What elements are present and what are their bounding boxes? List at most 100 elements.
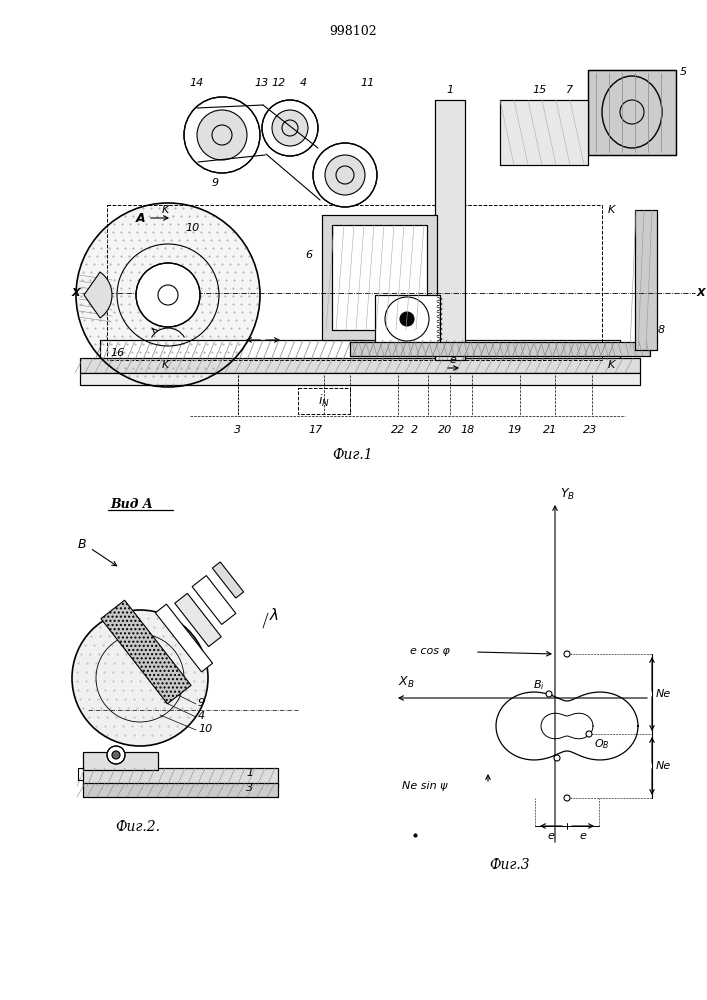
Circle shape xyxy=(272,110,308,146)
Text: $B_i$: $B_i$ xyxy=(533,678,545,692)
Text: 14: 14 xyxy=(190,78,204,88)
Text: 18: 18 xyxy=(461,425,475,435)
Polygon shape xyxy=(192,576,236,624)
Text: e: e xyxy=(580,831,586,841)
Text: e: e xyxy=(450,355,457,365)
Text: 9: 9 xyxy=(211,178,218,188)
Circle shape xyxy=(564,795,570,801)
Circle shape xyxy=(586,731,592,737)
Text: 3: 3 xyxy=(235,425,242,435)
Text: 16: 16 xyxy=(111,348,125,358)
Circle shape xyxy=(107,746,125,764)
Bar xyxy=(83,752,158,770)
Text: A: A xyxy=(135,212,145,225)
Bar xyxy=(83,752,158,770)
Circle shape xyxy=(400,312,414,326)
Bar xyxy=(80,373,640,385)
Bar xyxy=(350,342,650,356)
Polygon shape xyxy=(101,600,191,704)
Text: 21: 21 xyxy=(543,425,557,435)
Bar xyxy=(375,295,440,343)
Bar xyxy=(500,100,588,165)
Text: e cos φ: e cos φ xyxy=(410,646,450,656)
Bar xyxy=(80,358,640,373)
Text: Ne: Ne xyxy=(656,689,671,699)
Text: 10: 10 xyxy=(198,724,212,734)
Bar xyxy=(80,358,640,373)
Text: X: X xyxy=(697,288,706,298)
Bar xyxy=(100,340,620,360)
Text: 23: 23 xyxy=(583,425,597,435)
Text: $O_B$: $O_B$ xyxy=(594,737,609,751)
Text: 8: 8 xyxy=(658,325,665,335)
Text: 13: 13 xyxy=(255,78,269,88)
Text: $i_N$: $i_N$ xyxy=(318,393,330,409)
Bar xyxy=(500,100,588,165)
Text: $Y_B$: $Y_B$ xyxy=(560,487,575,502)
Text: X: X xyxy=(71,288,80,298)
Text: 9: 9 xyxy=(198,698,205,708)
Bar xyxy=(83,783,278,797)
Text: Фиг.3: Фиг.3 xyxy=(490,858,530,872)
Text: 1: 1 xyxy=(246,768,253,778)
Polygon shape xyxy=(212,562,244,598)
Text: B: B xyxy=(77,538,86,552)
Text: K: K xyxy=(161,360,169,370)
Text: e: e xyxy=(547,831,554,841)
Bar xyxy=(375,295,440,343)
Bar xyxy=(332,225,427,330)
Text: 15: 15 xyxy=(533,85,547,95)
Text: 7: 7 xyxy=(566,85,573,95)
Bar xyxy=(322,215,437,340)
Text: 4: 4 xyxy=(300,78,307,88)
Text: 12: 12 xyxy=(272,78,286,88)
Text: K: K xyxy=(608,360,615,370)
Text: 4: 4 xyxy=(198,711,205,721)
Bar xyxy=(100,340,620,360)
Circle shape xyxy=(197,110,247,160)
Bar xyxy=(588,70,676,155)
Text: Фиг.2.: Фиг.2. xyxy=(115,820,160,834)
Text: K: K xyxy=(161,205,169,215)
Text: $X_B$: $X_B$ xyxy=(398,675,414,690)
Text: Вид A: Вид A xyxy=(110,498,153,511)
Wedge shape xyxy=(84,272,112,318)
Text: 22: 22 xyxy=(391,425,405,435)
Circle shape xyxy=(564,651,570,657)
Text: K: K xyxy=(608,205,615,215)
Text: 20: 20 xyxy=(438,425,452,435)
Bar xyxy=(435,100,465,360)
Circle shape xyxy=(136,263,200,327)
Polygon shape xyxy=(156,604,213,672)
Bar xyxy=(322,215,437,340)
Text: 1: 1 xyxy=(446,85,454,95)
Bar xyxy=(83,768,278,786)
Circle shape xyxy=(313,143,377,207)
Bar xyxy=(83,783,278,797)
Bar xyxy=(635,210,657,350)
Text: 17: 17 xyxy=(309,425,323,435)
Text: 11: 11 xyxy=(361,78,375,88)
Circle shape xyxy=(554,755,560,761)
Circle shape xyxy=(184,97,260,173)
Bar xyxy=(332,225,427,330)
Text: 19: 19 xyxy=(508,425,522,435)
Circle shape xyxy=(546,691,552,697)
Text: 2: 2 xyxy=(411,425,419,435)
Bar xyxy=(107,205,602,360)
Text: 998102: 998102 xyxy=(329,25,377,38)
Bar xyxy=(83,768,278,786)
Bar xyxy=(635,210,657,350)
Circle shape xyxy=(112,751,120,759)
Circle shape xyxy=(76,203,260,387)
Circle shape xyxy=(72,610,208,746)
Bar xyxy=(298,388,350,414)
Text: 6: 6 xyxy=(305,250,312,260)
Text: Ne: Ne xyxy=(656,761,671,771)
Circle shape xyxy=(325,155,365,195)
Circle shape xyxy=(262,100,318,156)
Text: 3: 3 xyxy=(246,783,253,793)
Text: Фиг.1: Фиг.1 xyxy=(333,448,373,462)
Bar xyxy=(588,70,676,155)
Bar xyxy=(80,373,640,385)
